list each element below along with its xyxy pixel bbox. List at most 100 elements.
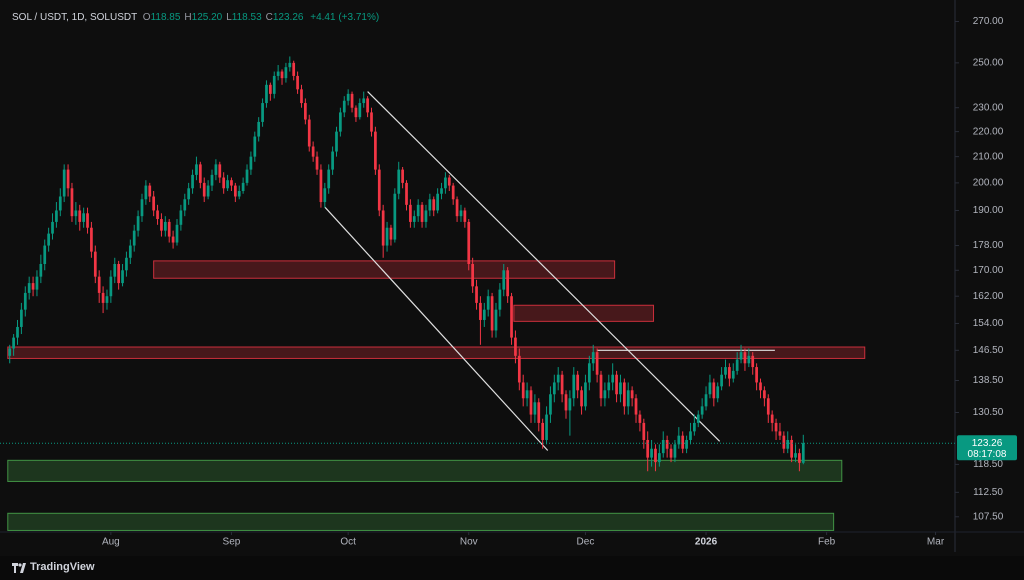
candle-body: [502, 270, 506, 290]
candle-body: [436, 193, 439, 211]
candle-body: [70, 188, 74, 217]
candle-body: [385, 227, 389, 246]
candle-body: [381, 210, 385, 246]
candle-body: [241, 182, 245, 192]
candle-body: [689, 431, 692, 440]
x-tick-label: Aug: [102, 537, 120, 548]
candle-body: [529, 390, 533, 415]
trend-line: [367, 91, 721, 442]
candle-body: [370, 112, 373, 132]
candle-body: [525, 390, 529, 399]
candle-body: [249, 156, 253, 170]
candle-body: [311, 146, 315, 157]
candle-body: [580, 390, 583, 407]
candle-body: [428, 199, 432, 211]
candle-body: [331, 151, 334, 170]
candle-body: [432, 199, 436, 211]
candle-body: [183, 199, 187, 211]
candle-body: [696, 414, 700, 423]
candle-body: [576, 374, 580, 391]
candle-body: [661, 439, 665, 454]
candle-body: [568, 398, 572, 411]
y-tick-label: 200.00: [973, 178, 1004, 189]
candle-body: [490, 296, 494, 331]
candle-body: [669, 448, 673, 458]
x-tick-label: Nov: [460, 537, 478, 548]
candle-body: [35, 276, 39, 290]
candle-body: [447, 177, 451, 186]
candle-body: [292, 62, 296, 76]
zone: [513, 304, 655, 322]
candle-body: [58, 196, 62, 211]
candle-body: [354, 107, 358, 118]
candle-body: [677, 435, 681, 445]
y-tick-label: 170.00: [973, 265, 1004, 276]
ohlc-key: C: [265, 12, 273, 23]
candle-body: [763, 390, 766, 399]
candle-body: [506, 270, 510, 297]
y-tick-label: 118.50: [973, 459, 1003, 470]
candle-body: [790, 439, 793, 458]
x-tick-label: Oct: [340, 537, 356, 548]
candle-body: [708, 382, 712, 395]
candle-body: [90, 227, 93, 252]
candle-body: [121, 270, 124, 284]
candle-body: [801, 443, 805, 463]
candle-body: [743, 352, 747, 364]
candle-body: [132, 230, 136, 246]
candle-body: [276, 71, 280, 76]
candle-body: [171, 236, 175, 243]
candle-body: [751, 355, 755, 368]
candle-body: [335, 131, 338, 152]
candle-body: [245, 169, 249, 183]
candle-body: [693, 422, 696, 432]
candle-body: [268, 84, 272, 94]
candle-body: [654, 448, 657, 463]
candle-body: [782, 435, 786, 449]
candle-body: [615, 374, 618, 395]
candle-body: [560, 374, 564, 395]
candle-body: [424, 210, 428, 222]
y-tick-label: 130.50: [973, 407, 1004, 418]
candle-body: [253, 136, 257, 157]
candle-body: [673, 444, 677, 458]
candle-body: [210, 174, 214, 186]
candle-body: [16, 326, 19, 338]
candle-body: [681, 435, 685, 449]
y-tick-label: 250.00: [973, 58, 1004, 69]
candle-body: [237, 191, 241, 197]
candle-body: [510, 296, 513, 338]
candle-body: [140, 199, 144, 217]
candle-body: [626, 390, 630, 407]
candle-body: [78, 210, 82, 222]
candle-body: [552, 382, 556, 395]
candle-body: [218, 164, 222, 178]
candle-body: [638, 414, 642, 423]
x-tick-label: 2026: [695, 537, 718, 548]
candle-body: [405, 182, 408, 205]
candle-body: [136, 216, 140, 231]
candle-body: [622, 382, 626, 407]
candle-body: [770, 414, 774, 423]
ohlc: O118.85 H125.20 L118.53 C123.26: [143, 12, 308, 23]
candle-body: [393, 193, 397, 240]
candle-body: [556, 374, 560, 383]
candle-body: [327, 169, 331, 189]
ohlc-key: H: [184, 12, 192, 23]
price-tag: [957, 435, 1017, 461]
y-tick-label: 138.50: [973, 375, 1004, 386]
candle-body: [377, 169, 381, 211]
candle-body: [545, 414, 548, 440]
candle-body: [12, 337, 15, 349]
candle-body: [451, 185, 455, 200]
candle-body: [774, 422, 778, 432]
candle-body: [685, 439, 688, 449]
candle-body: [97, 276, 101, 293]
candle-body: [420, 204, 424, 222]
candle-body: [187, 188, 191, 200]
ohlc-value: 118.85: [150, 12, 181, 23]
candle-body: [416, 204, 420, 217]
ohlc-key: L: [226, 12, 232, 23]
candle-body: [595, 352, 599, 375]
